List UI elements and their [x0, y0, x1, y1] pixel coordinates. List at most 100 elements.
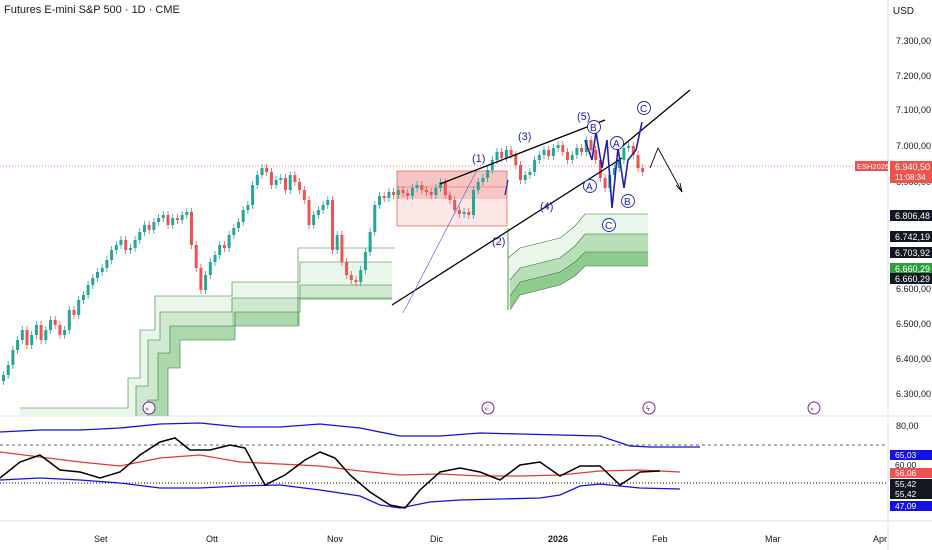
candle-body — [631, 146, 635, 155]
candle-body — [72, 310, 76, 315]
candle-body — [213, 255, 217, 262]
candle-body — [63, 330, 67, 335]
candle-body — [96, 272, 99, 278]
candle-body — [528, 172, 532, 175]
price-tick-label: 6.600,00 — [896, 284, 931, 294]
candle-body — [58, 325, 62, 335]
candle-body — [354, 280, 358, 282]
candle-body — [307, 200, 311, 225]
candle-body — [180, 215, 184, 220]
price-axis[interactable]: 7.300,007.200,007.100,007.000,006.900,00… — [855, 36, 932, 399]
candle-body — [570, 155, 574, 160]
candle-body — [439, 182, 443, 188]
candle-body — [293, 175, 297, 182]
candle-body — [335, 235, 339, 250]
candle-body — [208, 262, 212, 275]
candle-body — [161, 215, 165, 218]
candle-body — [274, 180, 278, 185]
osc-level-value: 55,42 — [895, 489, 917, 499]
band-left — [20, 247, 395, 416]
candle-body — [594, 150, 598, 160]
candle-body — [537, 155, 541, 160]
candle-body — [110, 250, 114, 260]
candle-body — [67, 310, 71, 330]
currency-label[interactable]: USD — [892, 6, 914, 17]
candle-body — [119, 240, 123, 245]
candle-body — [114, 245, 118, 250]
candle-body — [425, 190, 428, 192]
candle-body — [326, 200, 330, 205]
time-tick-label: Dic — [430, 534, 443, 544]
price-level-tag — [890, 210, 932, 221]
event-marker-icon: » — [807, 401, 821, 415]
svg-text:ϟ: ϟ — [646, 406, 650, 413]
symbol-label: ESH2026 — [857, 162, 889, 171]
candle-body — [288, 175, 292, 190]
osc-tick-label: 80,00 — [896, 421, 919, 431]
candle-body — [547, 150, 551, 156]
candle-body — [16, 340, 20, 350]
candle-body — [49, 320, 52, 330]
candle-body — [255, 175, 259, 185]
candle-body — [190, 212, 193, 245]
candle-body — [345, 262, 349, 275]
candle-body — [44, 330, 48, 340]
candle-body — [598, 160, 602, 178]
chart-title: Futures E-mini S&P 500 · 1D · CME — [4, 4, 180, 16]
candle-body — [6, 365, 10, 375]
candle-body — [500, 152, 504, 158]
candle-body — [100, 268, 104, 272]
candle-body — [25, 330, 29, 345]
time-tick-label: Mar — [765, 534, 781, 544]
time-tick-label: Feb — [652, 534, 668, 544]
candle-body — [486, 170, 490, 178]
oscillator-pane — [0, 422, 888, 509]
candle-body — [453, 200, 457, 210]
time-axis[interactable]: Set Ott Nov Dic 2026 Feb Mar Apr — [94, 534, 887, 544]
candle-body — [34, 325, 38, 335]
candle-body — [580, 148, 584, 152]
candle-body — [138, 232, 142, 240]
candle-body — [269, 172, 273, 185]
countdown-timer: 11:08:34 — [895, 173, 926, 182]
candle-body — [204, 275, 208, 290]
price-level-tag — [890, 231, 932, 242]
wave-label-1: (1) — [472, 153, 485, 165]
last-price-value: 6.940,50 — [895, 162, 930, 172]
osc-level-value: 55,42 — [895, 479, 917, 489]
candle-body — [533, 160, 537, 172]
osc-level-value: 47,09 — [895, 501, 917, 511]
candle-body — [509, 150, 513, 155]
candle-body — [237, 222, 240, 228]
candle-body — [561, 145, 565, 152]
osc-level-tag — [890, 468, 932, 478]
candle-body — [105, 260, 109, 268]
price-level-value: 6.806,48 — [895, 211, 930, 221]
osc-level-tag — [890, 479, 932, 489]
candle-body — [382, 196, 386, 198]
candle-body — [302, 190, 306, 200]
candle-body — [11, 350, 15, 365]
price-tick-label: 6.300,00 — [896, 389, 931, 399]
wave-label-4: (4) — [540, 201, 553, 213]
candle-body — [157, 218, 161, 222]
wave-label-3: (3) — [518, 131, 531, 143]
candle-body — [472, 190, 475, 215]
osc-level-tag — [890, 501, 932, 511]
red-zone — [396, 170, 508, 227]
candle-body — [410, 188, 414, 196]
candle-body — [298, 182, 302, 190]
candle-body — [603, 178, 607, 188]
candle-body — [124, 240, 128, 250]
candle-body — [443, 182, 447, 195]
wave-label-5: (5) — [577, 111, 590, 123]
event-markers[interactable]: » » ϟ » — [142, 401, 821, 415]
candle-body — [622, 148, 626, 160]
candle-body — [566, 152, 569, 160]
candle-body — [641, 168, 645, 172]
candle-body — [246, 205, 250, 210]
candle-body — [613, 168, 616, 175]
price-level-value: 6.703,92 — [895, 248, 930, 258]
